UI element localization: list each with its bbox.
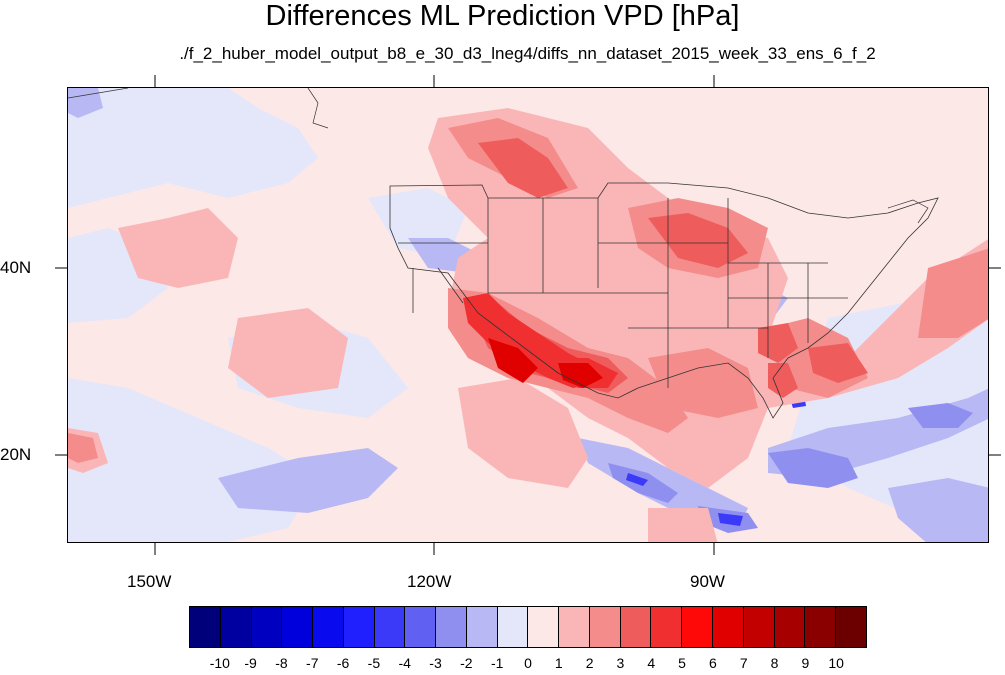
map-plot-area [67, 87, 989, 543]
colorbar-label: -2 [460, 655, 473, 671]
vpd-difference-field [68, 88, 988, 542]
colorbar-swatch [343, 607, 375, 647]
colorbar-label: -8 [275, 655, 288, 671]
colorbar-swatch [405, 607, 437, 647]
colorbar-swatch [713, 607, 744, 647]
lat-label-40n: 40N [0, 258, 32, 277]
colorbar-swatch [313, 607, 344, 647]
colorbar-label: 9 [801, 655, 810, 671]
colorbar-label: -7 [306, 655, 319, 671]
colorbar-swatch [836, 607, 866, 647]
colorbar-label: 4 [647, 655, 656, 671]
colorbar-swatch [743, 607, 775, 647]
colorbar-label: -4 [398, 655, 411, 671]
lon-label-90w: 90W [690, 572, 725, 591]
colorbar [189, 606, 867, 648]
colorbar-label: 0 [524, 655, 532, 671]
colorbar-swatch [436, 607, 467, 647]
colorbar-swatch [466, 607, 498, 647]
colorbar-label: 3 [616, 655, 625, 671]
lon-label-150w: 150W [127, 572, 172, 591]
lon-label-120w: 120W [407, 572, 452, 591]
colorbar-label: -1 [490, 655, 504, 671]
colorbar-swatch [251, 607, 283, 647]
colorbar-label: 6 [709, 655, 717, 671]
colorbar-swatch [282, 607, 314, 647]
map-title: Differences ML Prediction VPD [hPa] [265, 0, 740, 32]
colorbar-swatch [589, 607, 621, 647]
colorbar-label: 1 [554, 655, 563, 671]
colorbar-swatch [805, 607, 837, 647]
colorbar-swatch [682, 607, 714, 647]
colorbar-label: 8 [770, 655, 779, 671]
colorbar-label: -6 [336, 655, 350, 671]
colorbar-swatch [651, 607, 683, 647]
colorbar-swatch [528, 607, 560, 647]
colorbar-swatch [190, 607, 221, 647]
colorbar-label: -10 [209, 655, 230, 671]
colorbar-swatch [497, 607, 529, 647]
colorbar-label: -3 [429, 655, 442, 671]
colorbar-label: -9 [244, 655, 257, 671]
colorbar-swatch [220, 607, 252, 647]
colorbar-label: 10 [828, 655, 844, 671]
colorbar-label: 5 [678, 655, 686, 671]
lat-label-20n: 20N [0, 445, 32, 464]
colorbar-labels: -10 -9 -8 -7 -6 -5 -4 -3 -2 -1 0 1 2 3 4 5 6 7 8 9 10 [0, 655, 1005, 675]
map-subtitle: ./f_2_huber_model_output_b8_e_30_d3_lneg… [179, 44, 876, 63]
colorbar-swatch [774, 607, 806, 647]
colorbar-swatch [559, 607, 590, 647]
colorbar-label: -5 [367, 655, 381, 671]
colorbar-label: 2 [585, 655, 594, 671]
colorbar-swatch [620, 607, 652, 647]
colorbar-swatch [374, 607, 406, 647]
colorbar-label: 7 [739, 655, 748, 671]
